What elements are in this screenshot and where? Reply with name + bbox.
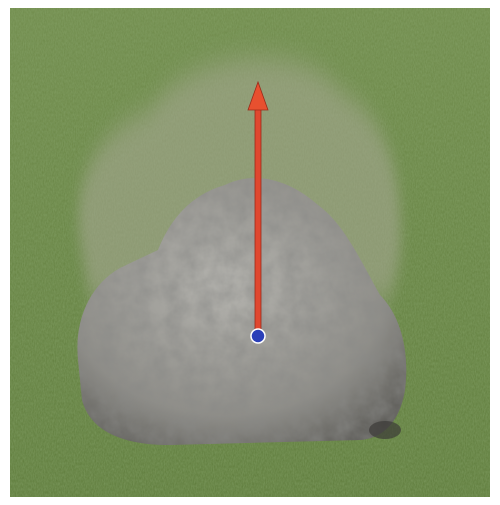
rock-shadow xyxy=(369,421,401,439)
pivot-point xyxy=(251,329,265,343)
scene xyxy=(0,0,500,505)
page xyxy=(0,0,500,505)
arrow-shaft xyxy=(255,104,261,336)
